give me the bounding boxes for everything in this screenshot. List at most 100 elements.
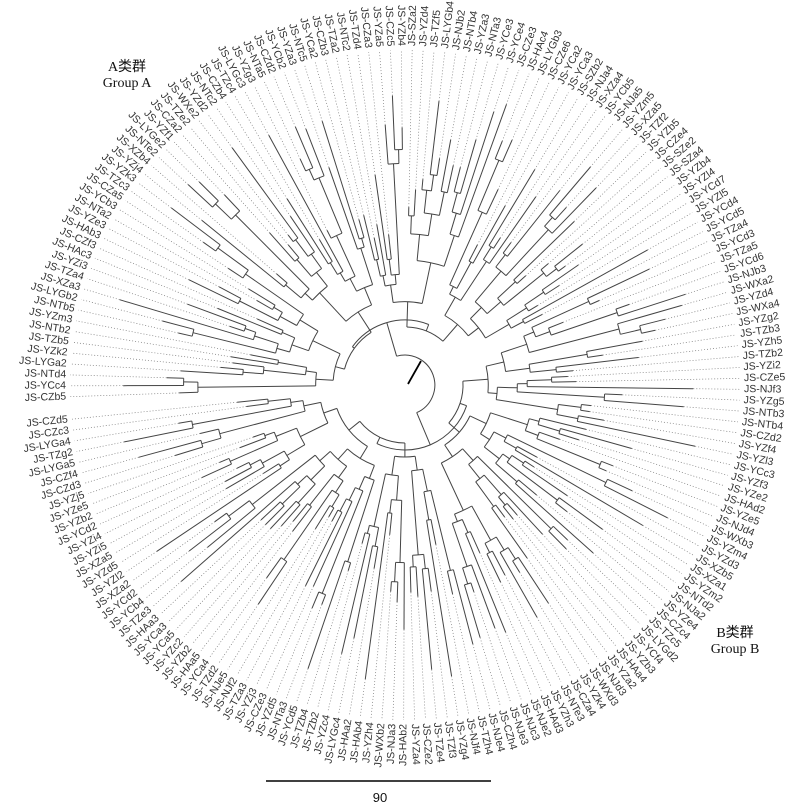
branch-arc [410,233,429,237]
branch-segment [321,490,364,594]
branch-arc [495,158,503,163]
leaf-connector [473,591,512,703]
leaf-connector [415,50,424,190]
branch-segment [264,431,275,437]
leaf-connector [99,247,258,320]
branch-arc [598,461,602,468]
branch-arc [283,450,290,460]
leaf-connector [647,221,698,251]
leaf-connector [167,524,266,623]
branch-segment [279,315,297,326]
branch-segment [282,331,295,339]
branch-segment [328,507,335,517]
branch-arc [344,331,372,370]
branch-segment [278,361,307,368]
branch-segment [549,166,591,216]
branch-segment [503,440,517,449]
leaf-connector [494,627,522,700]
branch-segment [399,500,403,563]
branch-arc [477,209,487,215]
branch-segment [384,124,389,165]
branch-segment [471,505,492,541]
branch-segment [550,312,618,336]
branch-segment [287,244,300,259]
branch-arc [499,547,509,553]
leaf-label: JS-CZd5 [26,413,69,429]
leaf-connector [695,445,733,455]
leaf-label: JS-CZa3 [358,6,374,49]
branch-segment [485,189,499,215]
leaf-connector [283,72,307,130]
leaf-connector [71,352,221,368]
leaf-connector [81,299,163,322]
branch-arc [296,428,306,445]
branch-arc [430,174,438,176]
branch-segment [300,422,329,438]
branch-segment [529,328,620,353]
leaf-connector [525,159,654,277]
branch-segment [257,561,288,605]
branch-segment [307,560,346,669]
branch-segment [245,273,304,315]
leaf-label: JS-TZf5 [428,9,443,47]
branch-segment [587,268,650,299]
leaf-connector [70,392,180,398]
leaf-label: JS-CZd2 [740,427,783,445]
leaf-connector [198,120,289,236]
leaf-connector [246,520,333,681]
branch-arc [522,319,526,324]
leaf-connector [113,218,258,301]
leaf-label: JS-HAb4 [348,720,366,763]
branch-segment [421,179,424,190]
branch-arc [372,545,378,548]
leaf-connector [567,495,682,574]
branch-segment [505,229,549,276]
branch-arc [337,509,343,513]
leaf-connector [500,581,552,687]
branch-segment [541,264,579,291]
branch-segment [551,381,577,383]
branch-segment [558,497,603,530]
branch-segment [283,489,333,560]
branch-segment [468,244,478,262]
branch-segment [527,379,552,382]
leaf-connector [306,570,349,706]
leaf-connector [153,581,182,607]
branch-arc [336,408,368,447]
branch-segment [495,254,506,268]
leaf-label: JS-YZa4 [409,724,422,765]
branch-arc [521,460,526,466]
branch-segment [449,212,483,286]
branch-segment [242,371,264,375]
leaf-connector [174,141,225,196]
branch-segment [453,167,461,192]
leaf-connector [512,518,616,646]
branch-arc [555,367,557,373]
branch-segment [498,496,506,506]
branch-arc [307,251,315,257]
leaf-connector [505,632,532,696]
branch-segment [580,409,590,413]
branch-segment [219,410,306,435]
branch-segment [485,361,504,367]
branch-segment [507,190,561,257]
branch-segment [495,462,518,483]
leaf-connector [368,51,389,235]
branch-segment [429,101,440,175]
branch-arc [311,268,322,277]
leaf-connector [479,637,501,707]
leaf-connector [209,577,267,658]
leaf-connector [629,271,721,305]
leaf-connector [126,551,158,572]
branch-segment [214,512,227,523]
leaf-connector [562,261,717,323]
branch-segment [604,400,684,408]
branch-segment [516,275,527,284]
branch-segment [219,457,230,463]
leaf-connector [137,182,172,209]
branch-segment [361,532,366,544]
leaf-label: JS-NJa3 [385,723,398,764]
branch-segment [303,401,321,407]
branch-arc [243,325,247,332]
leaf-connector [400,49,403,128]
